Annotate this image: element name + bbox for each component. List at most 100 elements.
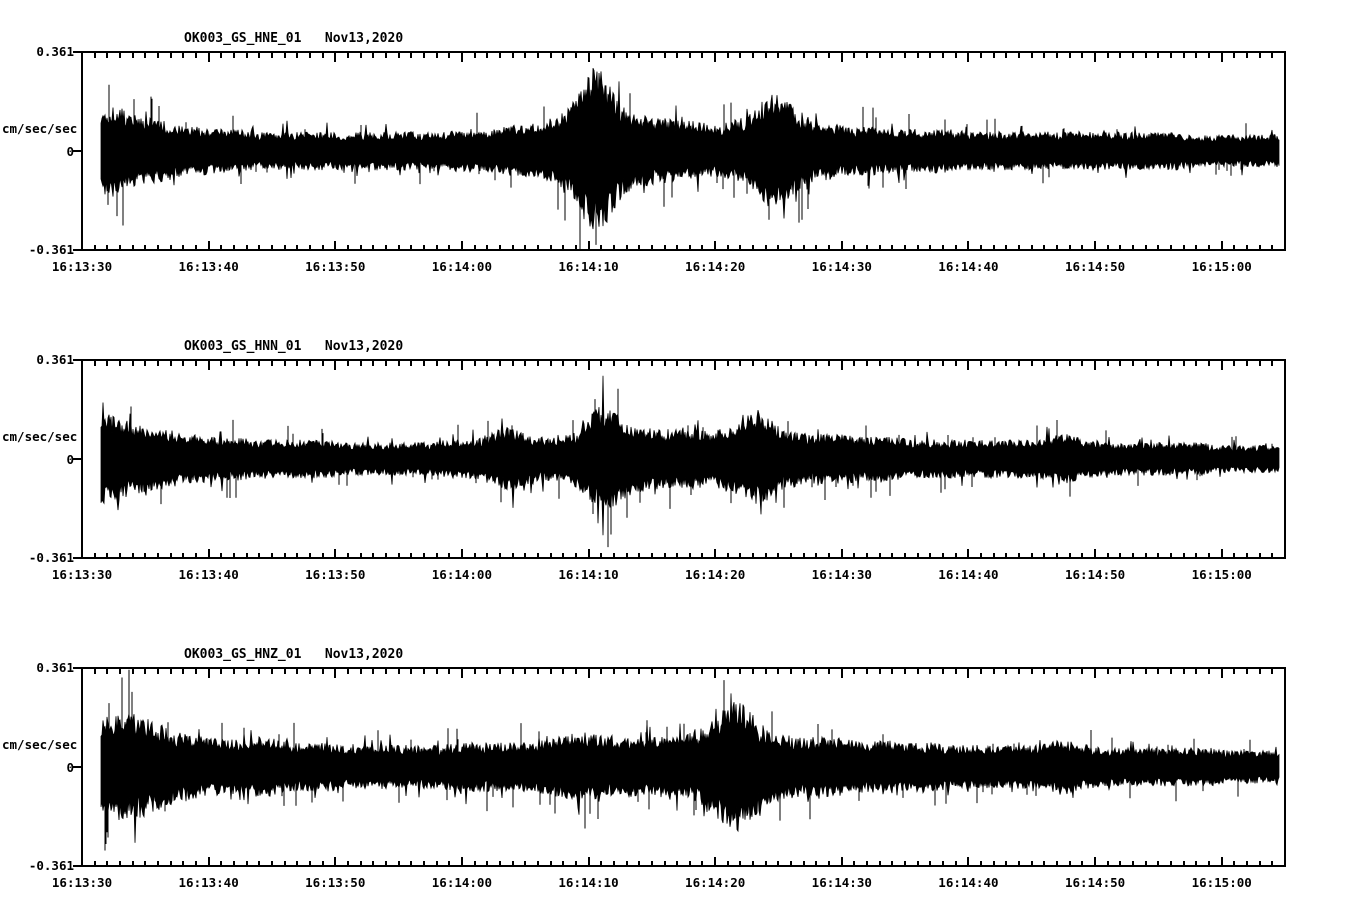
x-tick-minor: [1043, 553, 1046, 559]
x-tick-minor: [194, 861, 197, 867]
x-tick-major: [460, 52, 463, 62]
x-tick-minor: [549, 52, 552, 58]
x-tick-major: [207, 668, 210, 678]
x-tick-minor: [688, 245, 691, 251]
x-tick-minor: [650, 52, 653, 58]
x-axis-label: 16:14:40: [938, 259, 999, 274]
x-tick-minor: [448, 360, 451, 366]
x-axis-label: 16:13:30: [51, 875, 113, 890]
x-tick-minor: [866, 553, 869, 559]
x-tick-minor: [726, 861, 729, 867]
x-tick-minor: [650, 668, 653, 674]
x-tick-major: [967, 52, 970, 62]
x-tick-minor: [245, 553, 248, 559]
x-tick-minor: [828, 668, 831, 674]
x-tick-major: [460, 241, 463, 251]
x-tick-minor: [283, 360, 286, 366]
x-tick-minor: [1246, 360, 1248, 366]
x-tick-minor: [1170, 360, 1173, 366]
x-tick-major: [1220, 857, 1223, 867]
x-tick-minor: [118, 668, 121, 674]
x-tick-minor: [815, 668, 818, 674]
x-tick-minor: [891, 52, 894, 58]
plot-frame-left-hnz: [81, 667, 83, 867]
x-tick-minor: [1106, 668, 1109, 674]
x-tick-minor: [1119, 668, 1122, 674]
y-axis-max-label-hnz: 0.361: [36, 660, 74, 675]
x-tick-minor: [1132, 52, 1135, 58]
x-tick-minor: [384, 52, 387, 58]
x-tick-minor: [638, 52, 641, 58]
x-tick-minor: [536, 553, 539, 559]
x-tick-minor: [131, 861, 134, 867]
x-tick-minor: [866, 360, 869, 366]
x-tick-major: [207, 52, 210, 62]
x-tick-minor: [663, 553, 666, 559]
x-tick-minor: [473, 668, 476, 674]
x-tick-minor: [625, 553, 628, 559]
x-tick-minor: [435, 52, 438, 58]
x-tick-minor: [1246, 668, 1248, 674]
x-tick-minor: [283, 668, 286, 674]
x-tick-minor: [1068, 668, 1071, 674]
x-tick-minor: [346, 360, 349, 366]
x-tick-minor: [1195, 360, 1198, 366]
x-tick-minor: [498, 245, 501, 251]
x-tick-major: [840, 857, 843, 867]
x-tick-minor: [156, 861, 159, 867]
x-tick-minor: [625, 360, 628, 366]
x-tick-major: [207, 241, 210, 251]
x-tick-minor: [1081, 360, 1084, 366]
x-tick-major: [334, 360, 337, 370]
x-tick-minor: [752, 861, 755, 867]
x-tick-minor: [1182, 668, 1185, 674]
x-tick-minor: [448, 861, 451, 867]
x-tick-minor: [258, 861, 261, 867]
x-tick-minor: [359, 861, 362, 867]
y-tick-zero-hne: [73, 150, 83, 152]
x-tick-minor: [1233, 861, 1236, 867]
waveform-svg: [100, 669, 1280, 851]
x-tick-minor: [891, 553, 894, 559]
x-tick-minor: [726, 52, 729, 58]
x-tick-major: [334, 857, 337, 867]
x-tick-minor: [270, 553, 273, 559]
x-tick-minor: [1119, 553, 1122, 559]
x-axis-label: 16:14:50: [1064, 567, 1126, 582]
x-axis-label: 16:15:00: [1191, 567, 1252, 582]
x-tick-minor: [1043, 52, 1046, 58]
x-tick-minor: [1056, 360, 1059, 366]
x-tick-minor: [574, 52, 577, 58]
x-tick-minor: [473, 553, 476, 559]
x-tick-minor: [701, 553, 704, 559]
x-tick-minor: [942, 553, 945, 559]
x-tick-major: [840, 549, 843, 559]
x-tick-minor: [536, 861, 539, 867]
x-tick-minor: [486, 360, 489, 366]
x-tick-minor: [1132, 553, 1135, 559]
x-tick-minor: [182, 668, 185, 674]
x-tick-minor: [422, 52, 425, 58]
x-tick-minor: [739, 360, 742, 366]
x-axis-label: 16:14:10: [558, 875, 619, 890]
x-tick-minor: [663, 668, 666, 674]
x-tick-minor: [764, 553, 767, 559]
x-tick-minor: [701, 668, 704, 674]
x-tick-major: [587, 241, 590, 251]
x-tick-minor: [397, 245, 400, 251]
plot-frame-left-hne: [81, 51, 83, 251]
x-tick-minor: [942, 245, 945, 251]
x-tick-minor: [600, 245, 603, 251]
x-axis-label: 16:14:10: [558, 259, 619, 274]
x-tick-minor: [1106, 861, 1109, 867]
x-tick-major: [1094, 52, 1097, 62]
x-tick-minor: [612, 553, 615, 559]
x-tick-minor: [448, 52, 451, 58]
x-tick-minor: [1208, 52, 1211, 58]
x-tick-minor: [916, 52, 919, 58]
seismogram-panel-hnn: OK003_GS_HNN_01 Nov13,2020 cm/sec/sec 0.…: [0, 308, 1358, 616]
waveform-trace-hne: [0, 0, 1358, 308]
x-tick-minor: [752, 52, 755, 58]
x-axis-label: 16:14:50: [1064, 259, 1126, 274]
x-tick-minor: [245, 52, 248, 58]
